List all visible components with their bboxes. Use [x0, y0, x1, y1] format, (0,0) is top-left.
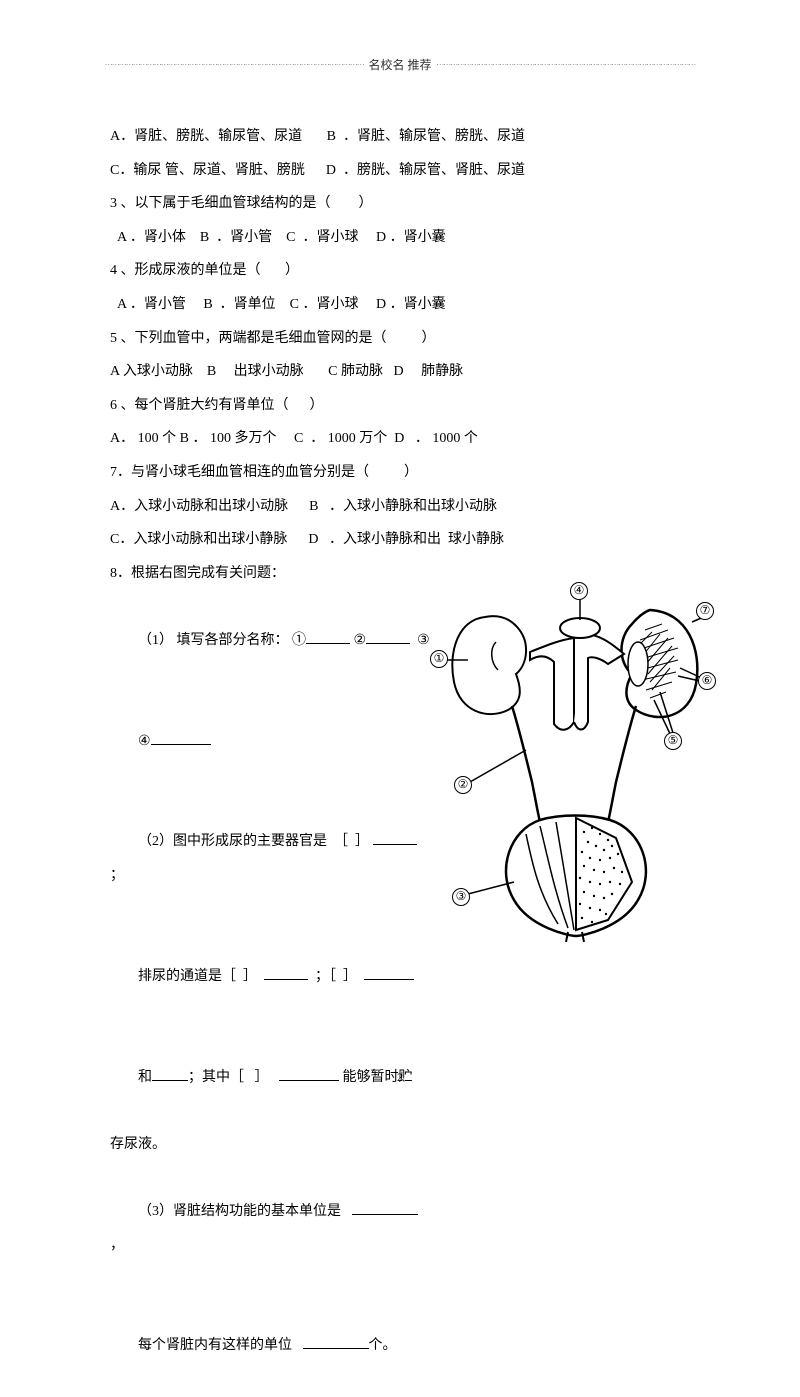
- diagram-svg: [440, 582, 710, 942]
- blank: [303, 1335, 369, 1349]
- page-number: 2: [0, 1070, 800, 1085]
- q8-p1-line1: （1） 填写各部分名称： ① ② ③: [110, 590, 430, 691]
- label-7: ⑦: [696, 602, 714, 620]
- q3-options: A ．肾小体 B ．肾小管 C ．肾小球 D ．肾小囊: [110, 221, 700, 255]
- q8-p3d: 个。: [369, 1338, 397, 1353]
- q5-options: A 入球小动脉 B 出球小动脉 C 肺动脉 D 肺静脉: [110, 355, 700, 389]
- page-header: ⋯⋯⋯⋯⋯⋯⋯⋯⋯⋯⋯⋯⋯⋯⋯⋯⋯⋯⋯⋯⋯⋯⋯⋯⋯⋯⋯⋯⋯⋯⋯⋯⋯⋯⋯⋯⋯ 名校…: [100, 56, 700, 73]
- q6-options: A． 100 个 B ． 100 多万个 C ． 1000 万个 D ． 100…: [110, 422, 700, 456]
- urinary-system-diagram: ① ② ③ ④ ⑤ ⑥ ⑦: [440, 582, 710, 942]
- q8-p1b: ②: [350, 633, 366, 648]
- q8-p1-line2: ④: [110, 691, 430, 792]
- q2-options-b: C．输尿 管、尿道、肾脏、膀胱 D ．膀胱、输尿管、肾脏、尿道: [110, 154, 700, 188]
- q8-p3-line2: 每个肾脏内有这样的单位 个。: [110, 1296, 430, 1397]
- header-dots-left: ⋯⋯⋯⋯⋯⋯⋯⋯⋯⋯⋯⋯⋯⋯⋯⋯⋯⋯⋯⋯⋯⋯⋯⋯⋯⋯⋯⋯⋯⋯⋯⋯⋯⋯⋯⋯⋯: [105, 60, 364, 69]
- label-6: ⑥: [698, 672, 716, 690]
- content-area: A．肾脏、膀胱、输尿管、尿道 B ．肾脏、输尿管、膀胱、尿道 C．输尿 管、尿道…: [110, 120, 700, 1397]
- blank: [373, 831, 417, 845]
- q8-p3-line1: （3）肾脏结构功能的基本单位是 ，: [110, 1161, 430, 1295]
- blank: [264, 966, 308, 980]
- q8-p1d: ④: [138, 734, 151, 749]
- q5-stem: 5 、下列血管中，两端都是毛细血管网的是（ ）: [110, 322, 700, 356]
- header-dots-right: ⋯⋯⋯⋯⋯⋯⋯⋯⋯⋯⋯⋯⋯⋯⋯⋯⋯⋯⋯⋯⋯⋯⋯⋯⋯⋯⋯⋯⋯⋯⋯⋯⋯⋯⋯⋯⋯: [436, 60, 695, 69]
- q8-text: （1） 填写各部分名称： ① ② ③ ④ （2）图中形成尿的主要器官是 ［ ］ …: [110, 590, 430, 1396]
- q8-p3c: 每个肾脏内有这样的单位: [138, 1338, 303, 1353]
- q8-p2a: （2）图中形成尿的主要器官是 ［ ］: [138, 834, 373, 849]
- blank: [352, 1201, 418, 1215]
- q8-p3a: （3）肾脏结构功能的基本单位是: [138, 1204, 352, 1219]
- q8-p1c: ③: [410, 633, 430, 648]
- q7-stem: 7．与肾小球毛细血管相连的血管分别是（ ）: [110, 456, 700, 490]
- q8-p2-line2: 排尿的通道是［ ］ ；［ ］: [110, 926, 430, 1027]
- blank: [306, 630, 350, 644]
- q7-options-a: A．入球小动脉和出球小动脉 B ．入球小静脉和出球小动脉: [110, 490, 700, 524]
- blank: [151, 731, 211, 745]
- q8-p2d: ；［ ］: [308, 969, 364, 984]
- q7-options-b: C．入球小动脉和出球小静脉 D ．入球小静脉和出 球小静脉: [110, 523, 700, 557]
- q8-area: （1） 填写各部分名称： ① ② ③ ④ （2）图中形成尿的主要器官是 ［ ］ …: [110, 590, 700, 1396]
- blank: [364, 966, 414, 980]
- q3-stem: 3 、以下属于毛细血管球结构的是（ ）: [110, 187, 700, 221]
- blank: [366, 630, 410, 644]
- header-text: 名校名 推荐: [368, 56, 431, 73]
- q8-p1a: （1） 填写各部分名称： ①: [138, 633, 306, 648]
- q8-p2c: 排尿的通道是［ ］: [138, 969, 264, 984]
- q8-p2-line1: （2）图中形成尿的主要器官是 ［ ］ ；: [110, 792, 430, 926]
- q2-options-a: A．肾脏、膀胱、输尿管、尿道 B ．肾脏、输尿管、膀胱、尿道: [110, 120, 700, 154]
- q6-stem: 6 、每个肾脏大约有肾单位（ ）: [110, 389, 700, 423]
- q4-options: A ．肾小管 B ．肾单位 C ．肾小球 D ．肾小囊: [110, 288, 700, 322]
- q4-stem: 4 、形成尿液的单位是（ ）: [110, 254, 700, 288]
